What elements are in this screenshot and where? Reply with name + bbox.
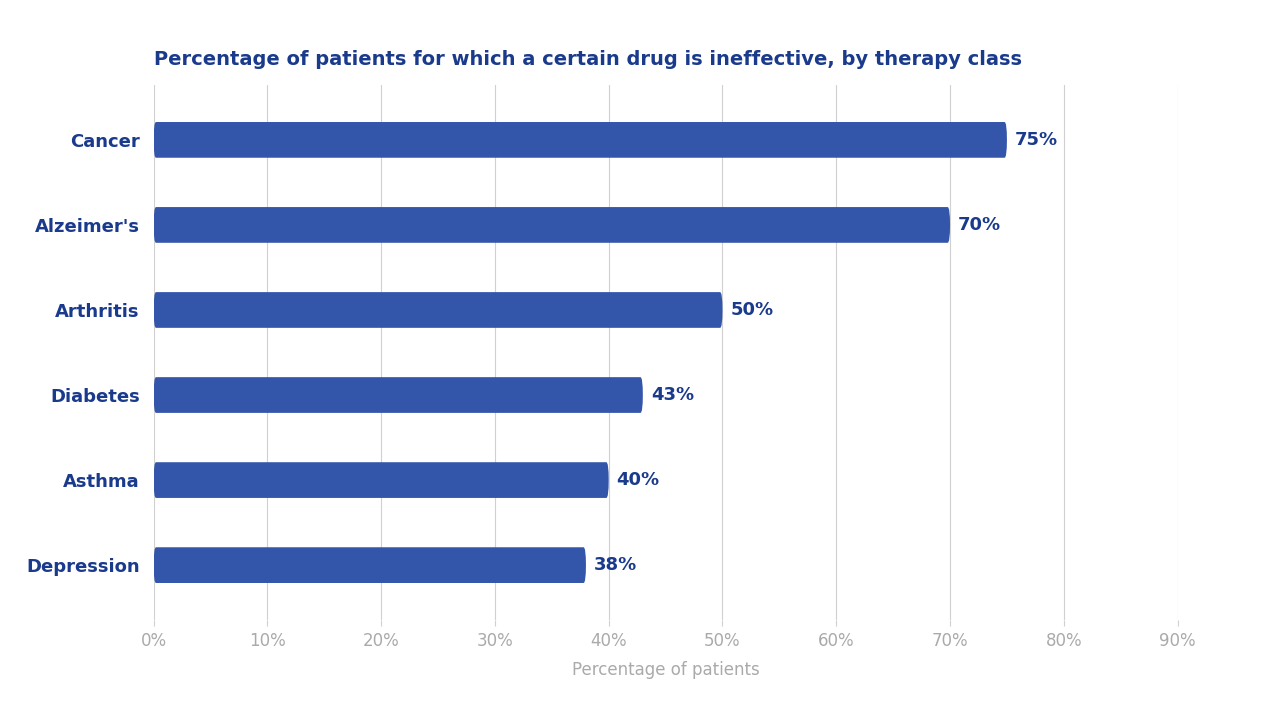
FancyBboxPatch shape	[154, 122, 1007, 158]
X-axis label: Percentage of patients: Percentage of patients	[572, 661, 759, 679]
FancyBboxPatch shape	[154, 207, 950, 243]
Text: Percentage of patients for which a certain drug is ineffective, by therapy class: Percentage of patients for which a certa…	[154, 50, 1021, 69]
FancyBboxPatch shape	[154, 462, 609, 498]
FancyBboxPatch shape	[154, 292, 722, 328]
Text: 38%: 38%	[594, 556, 637, 574]
FancyBboxPatch shape	[154, 547, 586, 583]
FancyBboxPatch shape	[154, 377, 643, 413]
Text: 50%: 50%	[731, 301, 773, 319]
Text: 43%: 43%	[650, 386, 694, 404]
Text: 40%: 40%	[617, 471, 659, 489]
Text: 70%: 70%	[957, 216, 1001, 234]
Text: 75%: 75%	[1015, 131, 1059, 149]
